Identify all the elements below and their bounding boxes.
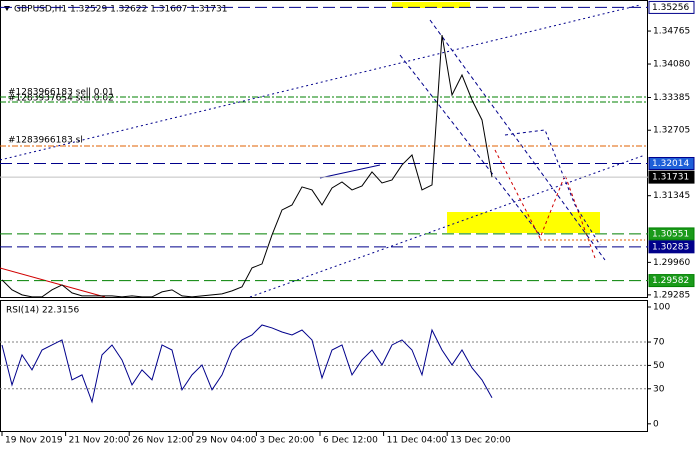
level-label: 1.32014 <box>652 159 689 169</box>
x-tick-label: 6 Dec 12:00 <box>323 436 378 446</box>
channel-line <box>399 54 541 236</box>
y-tick-label: 1.29285 <box>653 290 690 300</box>
order-label: #1283966183 sell 0.01 <box>8 88 114 98</box>
x-tick-label: 29 Nov 04:00 <box>196 436 257 446</box>
projection <box>504 129 601 246</box>
level-box <box>648 227 695 241</box>
price-panel <box>0 0 648 298</box>
x-tick-label: 26 Nov 12:00 <box>132 436 193 446</box>
projection <box>494 149 596 259</box>
level-box <box>648 0 695 14</box>
level-box <box>648 240 695 254</box>
channel-line <box>429 19 606 261</box>
x-tick-label: 11 Dec 04:00 <box>387 436 448 446</box>
price-line <box>1 324 493 404</box>
y-tick-label: 30 <box>653 384 665 394</box>
level-box <box>648 170 695 184</box>
level-box <box>648 274 695 288</box>
y-tick-label: 1.32705 <box>653 126 690 136</box>
chart-title: GBPUSD,H1 1.32529 1.32622 1.31607 1.3173… <box>14 5 227 15</box>
x-tick-label: 3 Dec 20:00 <box>259 436 314 446</box>
trend-line <box>0 267 106 298</box>
level-label: 1.35256 <box>652 3 689 13</box>
y-tick-label: 1.33385 <box>653 93 690 103</box>
icon <box>4 6 10 11</box>
y-tick-label: 100 <box>653 303 670 313</box>
zone <box>447 212 600 233</box>
x-tick-label: 13 Dec 20:00 <box>450 436 511 446</box>
channel-line <box>0 4 641 161</box>
x-tick-label: 19 Nov 2019 <box>5 436 63 446</box>
channel-line <box>319 164 381 179</box>
x-tick-label: 21 Nov 20:00 <box>69 436 130 446</box>
level-label: 1.30551 <box>652 229 689 239</box>
order-label: #1283966183 sl <box>8 136 83 146</box>
price-line <box>1 34 493 298</box>
y-tick-label: 1.31345 <box>653 191 690 201</box>
level-label: 1.29582 <box>652 276 689 286</box>
zone <box>392 2 470 8</box>
indicator-title: RSI(14) 22.3156 <box>6 306 79 316</box>
y-tick-label: 1.29960 <box>653 258 690 268</box>
y-tick-label: 0 <box>653 419 659 429</box>
level-label: 1.30283 <box>652 242 689 252</box>
y-tick-label: 1.34080 <box>653 60 690 70</box>
y-tick-label: 50 <box>653 361 665 371</box>
order-label: #1283937654 sell 0.02 <box>8 94 114 104</box>
level-box <box>648 156 695 170</box>
y-tick-label: 1.34765 <box>653 27 690 37</box>
level-label: 1.31731 <box>652 173 689 183</box>
y-tick-label: 70 <box>653 338 665 348</box>
drawings <box>0 2 648 298</box>
rsi-panel <box>0 300 648 432</box>
